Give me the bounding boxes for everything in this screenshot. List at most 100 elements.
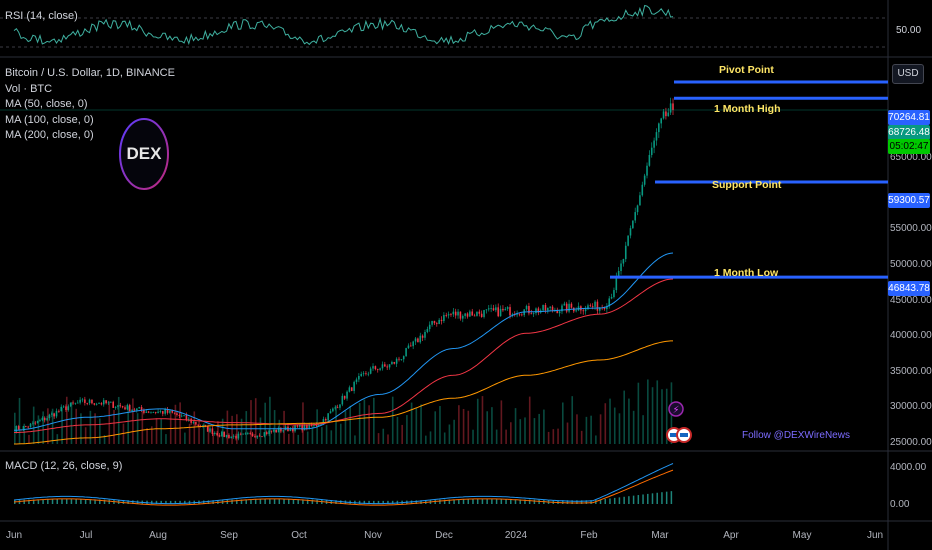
volume-bar xyxy=(136,413,139,444)
candle-body xyxy=(643,175,646,185)
candle-body xyxy=(461,315,464,319)
candle-body xyxy=(301,424,303,431)
ma50-line xyxy=(13,252,674,431)
candle-body xyxy=(443,315,445,322)
candle-body xyxy=(624,245,627,260)
volume-bar xyxy=(127,406,129,444)
candle-body xyxy=(169,410,171,413)
volume-bar xyxy=(585,416,588,444)
candle-body xyxy=(577,306,580,311)
volume-bar xyxy=(623,390,625,444)
candle-body xyxy=(388,364,391,368)
countdown-tag: 05:02:47 xyxy=(888,139,930,154)
candle-body xyxy=(197,424,200,426)
candle-body xyxy=(528,305,530,314)
support-price-tag: 59300.57 xyxy=(888,193,930,208)
candle-body xyxy=(648,154,651,166)
candle-body xyxy=(46,418,48,421)
macd-histogram-bar xyxy=(387,500,389,504)
macd-histogram-bar xyxy=(80,499,82,504)
candle-body xyxy=(39,420,41,421)
candle-body xyxy=(615,276,618,291)
candle-body xyxy=(84,399,86,403)
candle-body xyxy=(154,412,157,413)
candle-body xyxy=(372,366,374,369)
macd-histogram-bar xyxy=(269,499,271,504)
volume-bar xyxy=(514,408,517,444)
candle-body xyxy=(306,424,308,430)
ma200-line xyxy=(14,340,673,445)
macd-histogram-bar xyxy=(335,500,337,504)
legend-volume[interactable]: Vol · BTC xyxy=(5,82,53,95)
candle-body xyxy=(445,315,448,316)
price-tick: 35000.00 xyxy=(890,366,932,377)
candle-body xyxy=(261,436,263,438)
legend-ma200[interactable]: MA (200, close, 0) xyxy=(5,129,94,141)
candle-body xyxy=(504,308,507,311)
volume-bar xyxy=(117,396,120,444)
macd-histogram-bar xyxy=(453,499,455,504)
macd-histogram-bar xyxy=(505,499,507,504)
volume-bar xyxy=(269,396,271,444)
macd-histogram-bar xyxy=(637,495,640,504)
candle-body xyxy=(100,403,103,405)
candle-body xyxy=(112,401,115,408)
candle-body xyxy=(145,411,148,413)
candle-body xyxy=(341,395,344,405)
candle-body xyxy=(147,411,150,413)
volume-bar xyxy=(391,396,394,444)
volume-bar xyxy=(84,427,87,444)
candle-body xyxy=(50,413,53,415)
candle-body xyxy=(565,303,568,312)
candle-body xyxy=(76,402,79,404)
candle-body xyxy=(140,407,143,411)
macd-histogram-bar xyxy=(306,499,309,504)
candle-body xyxy=(438,319,440,325)
rsi-title: RSI (14, close) xyxy=(5,10,78,22)
candle-body xyxy=(190,418,192,423)
volume-bar xyxy=(429,431,432,444)
macd-histogram-bar xyxy=(377,500,380,504)
candle-body xyxy=(400,359,403,361)
macd-histogram-bar xyxy=(443,499,446,504)
rsi-level-label: 50.00 xyxy=(896,25,922,36)
volume-bar xyxy=(387,434,389,444)
volume-bar xyxy=(632,410,635,444)
candle-body xyxy=(282,430,285,432)
candle-body xyxy=(187,418,190,420)
macd-histogram-bar xyxy=(420,500,422,504)
candle-body xyxy=(435,323,438,325)
rsi-line xyxy=(13,4,674,46)
macd-histogram-bar xyxy=(571,500,573,504)
macd-histogram-bar xyxy=(415,500,418,504)
candle-body xyxy=(584,309,587,312)
candle-body xyxy=(232,435,235,437)
date-tick: Nov xyxy=(364,530,382,541)
volume-bar xyxy=(595,435,597,444)
symbol-title[interactable]: Bitcoin / U.S. Dollar, 1D, BINANCE xyxy=(5,67,175,79)
candle-body xyxy=(662,111,665,119)
candle-body xyxy=(428,324,431,330)
macd-histogram-bar xyxy=(297,499,299,504)
candle-body xyxy=(22,426,25,430)
candle-body xyxy=(492,308,495,311)
candle-body xyxy=(213,432,216,434)
volume-bar xyxy=(273,410,276,444)
macd-histogram-bar xyxy=(231,499,233,504)
candle-body xyxy=(570,303,573,308)
macd-histogram-bar xyxy=(47,499,49,504)
candle-body xyxy=(88,399,91,404)
currency-button[interactable]: USD xyxy=(892,64,924,84)
candle-body xyxy=(407,345,410,349)
legend-ma100[interactable]: MA (100, close, 0) xyxy=(5,113,94,126)
macd-histogram-bar xyxy=(70,499,73,504)
volume-bar xyxy=(571,396,574,444)
macd-histogram-bar xyxy=(358,500,361,504)
macd-histogram-bar xyxy=(316,499,318,504)
macd-histogram-bar xyxy=(250,499,252,504)
candle-body xyxy=(483,310,485,317)
macd-histogram-bar xyxy=(439,499,441,504)
candle-body xyxy=(653,140,655,148)
legend-ma50[interactable]: MA (50, close, 0) xyxy=(5,98,88,110)
macd-histogram-bar xyxy=(373,500,375,504)
